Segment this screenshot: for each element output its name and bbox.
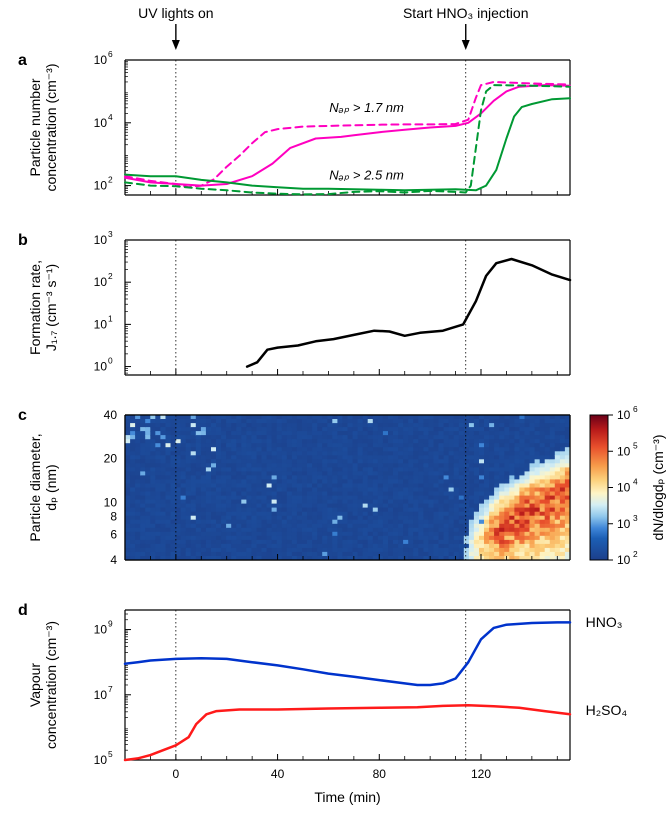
- x-tick: 0: [173, 767, 180, 781]
- svg-text:10: 10: [617, 481, 631, 495]
- annotation: Nₔₚ > 2.5 nm: [329, 167, 404, 182]
- svg-text:6: 6: [633, 404, 638, 414]
- series-HNO3: [125, 622, 570, 685]
- svg-text:3: 3: [633, 513, 638, 523]
- heatmap: [125, 415, 571, 561]
- y-label: Particle number: [27, 78, 43, 176]
- x-tick: 80: [373, 767, 387, 781]
- y-label: concentration (cm⁻³): [43, 621, 59, 749]
- svg-text:7: 7: [108, 684, 113, 694]
- svg-text:10: 10: [94, 179, 108, 193]
- y-tick: 10: [104, 495, 118, 509]
- svg-text:10: 10: [94, 753, 108, 767]
- y-label: Vapour: [27, 663, 43, 707]
- svg-text:2: 2: [108, 175, 113, 185]
- y-label: Particle diameter,: [27, 433, 43, 541]
- colorbar-label: dN/dlogdₚ (cm⁻³): [650, 435, 666, 541]
- annotation: HNO₃: [586, 614, 623, 630]
- svg-text:4: 4: [633, 477, 638, 487]
- event-label: UV lights on: [138, 5, 213, 21]
- figure-svg: UV lights onStart HNO₃ injection10210410…: [0, 0, 666, 825]
- y-tick: 8: [110, 509, 117, 523]
- svg-text:6: 6: [108, 49, 113, 59]
- x-tick: 40: [271, 767, 285, 781]
- panel-letter: a: [18, 52, 27, 69]
- y-label: dₚ (nm): [43, 464, 59, 510]
- svg-text:10: 10: [94, 233, 108, 247]
- svg-text:1: 1: [108, 313, 113, 323]
- svg-text:10: 10: [94, 53, 108, 67]
- svg-text:5: 5: [108, 749, 113, 759]
- svg-text:10: 10: [94, 275, 108, 289]
- series-J1.7: [247, 259, 570, 367]
- svg-text:2: 2: [108, 271, 113, 281]
- svg-text:10: 10: [617, 444, 631, 458]
- panel-letter: b: [18, 232, 28, 249]
- svg-text:10: 10: [94, 116, 108, 130]
- annotation: H₂SO₄: [586, 702, 628, 718]
- svg-text:10: 10: [617, 408, 631, 422]
- colorbar: [590, 415, 608, 560]
- svg-text:4: 4: [108, 112, 113, 122]
- svg-text:5: 5: [633, 440, 638, 450]
- svg-text:3: 3: [108, 229, 113, 239]
- y-label: J₁.₇ (cm⁻³ s⁻¹): [43, 264, 59, 351]
- panel-letter: d: [18, 602, 28, 619]
- svg-text:10: 10: [94, 623, 108, 637]
- x-tick: 120: [471, 767, 491, 781]
- y-label: Formation rate,: [27, 260, 43, 355]
- svg-text:10: 10: [94, 317, 108, 331]
- y-tick: 4: [110, 553, 117, 567]
- svg-text:2: 2: [633, 549, 638, 559]
- panel-letter: c: [18, 407, 27, 424]
- svg-text:10: 10: [617, 553, 631, 567]
- x-label: Time (min): [314, 789, 380, 805]
- svg-text:10: 10: [617, 517, 631, 531]
- svg-text:9: 9: [108, 619, 113, 629]
- svg-text:10: 10: [94, 688, 108, 702]
- event-label: Start HNO₃ injection: [403, 5, 529, 21]
- y-tick: 40: [104, 408, 118, 422]
- y-tick: 6: [110, 527, 117, 541]
- annotation: Nₔₚ > 1.7 nm: [329, 100, 404, 115]
- y-label: concentration (cm⁻³): [43, 64, 59, 192]
- figure: { "layout": { "width": 666, "height": 82…: [0, 0, 666, 825]
- svg-text:10: 10: [94, 360, 108, 374]
- svg-text:0: 0: [108, 356, 113, 366]
- y-tick: 20: [104, 452, 118, 466]
- series-H2SO4: [125, 705, 570, 760]
